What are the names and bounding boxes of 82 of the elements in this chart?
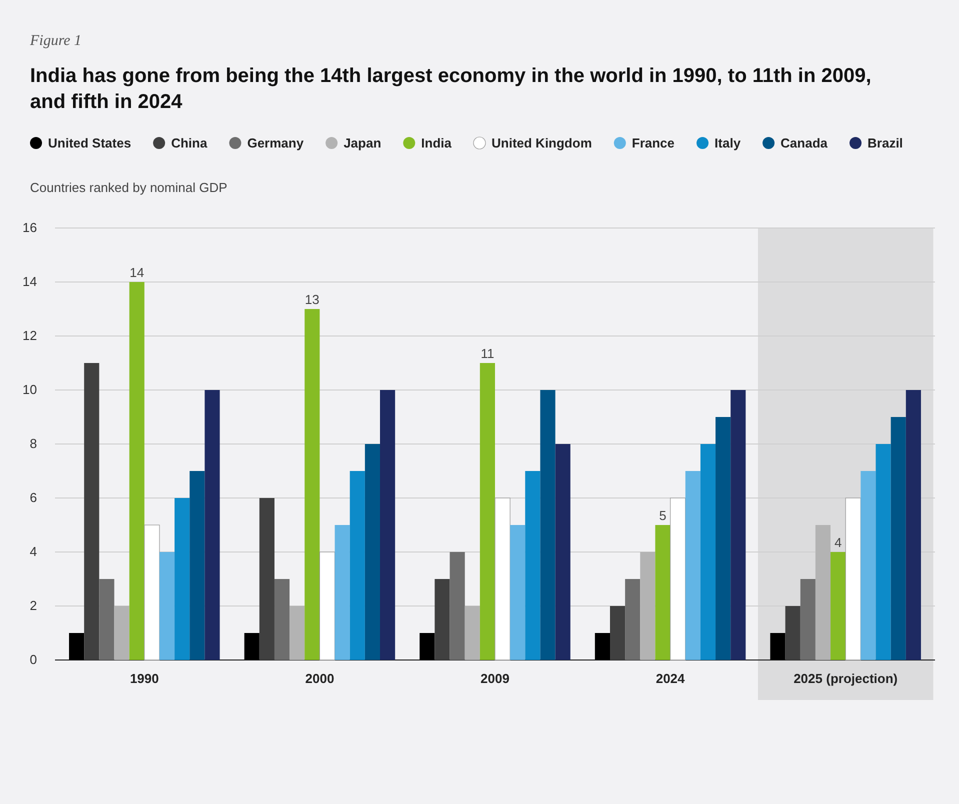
y-tick-label: 14 <box>22 274 37 290</box>
y-tick-label: 12 <box>22 328 37 344</box>
bar <box>350 471 365 660</box>
bar <box>494 498 510 660</box>
caption: Figure 1 <box>29 33 82 49</box>
bar <box>174 498 190 660</box>
data-label: 4 <box>834 535 842 550</box>
bar <box>700 444 716 660</box>
bar <box>464 606 480 660</box>
y-tick-label: 0 <box>30 652 37 668</box>
bar <box>785 606 800 660</box>
y-tick-label: 2 <box>30 598 37 614</box>
legend-label: Canada <box>780 136 828 150</box>
y-tick-label: 4 <box>30 544 37 560</box>
legend-label: India <box>421 136 452 150</box>
bar <box>334 525 350 660</box>
bar <box>640 552 656 660</box>
bar <box>716 417 731 660</box>
bar <box>190 471 205 660</box>
y-tick-label: 10 <box>22 382 37 398</box>
bar <box>144 524 160 660</box>
bar <box>304 309 320 660</box>
bar <box>540 390 556 660</box>
bar <box>420 633 435 660</box>
bar <box>685 471 700 660</box>
legend-label: Japan <box>344 136 382 150</box>
y-tick-label: 16 <box>22 220 37 236</box>
bar <box>770 633 786 660</box>
bar <box>159 552 175 660</box>
bar <box>259 498 274 660</box>
bar <box>815 525 831 660</box>
bar <box>655 525 670 660</box>
bar <box>610 606 626 660</box>
x-tick-label: 2000 <box>305 671 334 686</box>
bar <box>434 579 450 660</box>
bar <box>860 471 876 660</box>
data-label: 13 <box>304 292 320 307</box>
bar <box>594 633 610 660</box>
data-label: 14 <box>130 265 144 280</box>
y-tick-label: 6 <box>30 490 37 506</box>
bar <box>800 579 816 660</box>
data-label: 5 <box>659 508 666 523</box>
bar <box>906 390 921 660</box>
bar <box>510 525 526 660</box>
bar <box>84 363 100 660</box>
x-tick-label: 2024 <box>656 671 686 686</box>
bar <box>114 606 130 660</box>
bar <box>364 444 380 660</box>
bar <box>129 282 144 660</box>
legend-label: Brazil <box>868 136 903 150</box>
x-tick-label: 1990 <box>130 671 159 686</box>
bar <box>380 390 396 660</box>
bar <box>830 552 846 660</box>
legend-label: United Kingdom <box>492 136 592 150</box>
legend-label: Germany <box>247 136 304 150</box>
x-tick-label: 2009 <box>480 671 510 686</box>
y-axis-title: Countries ranked by nominal GDP <box>30 180 228 195</box>
bar <box>274 579 290 660</box>
bar <box>290 606 305 660</box>
legend-label: United States <box>48 136 132 150</box>
bar <box>69 633 84 660</box>
x-tick-label: 2025 (projection) <box>794 671 898 686</box>
legend-label: Italy <box>714 136 742 150</box>
bar <box>670 498 686 660</box>
bar <box>204 390 220 660</box>
bar <box>244 633 260 660</box>
bar <box>450 552 465 660</box>
bar <box>319 552 336 660</box>
bar <box>480 363 495 660</box>
legend-label: France <box>632 136 675 150</box>
bar <box>625 579 640 660</box>
bar <box>845 498 861 660</box>
bar <box>99 579 114 660</box>
y-tick-label: 8 <box>30 436 37 452</box>
chart-title: India has gone from being the 14th largest economy in the world in 1990, to 11th in 2009, and fifth in 2024 <box>30 65 872 113</box>
bar <box>730 390 746 660</box>
legend-label: China <box>171 136 208 150</box>
bar <box>525 471 540 660</box>
data-label: 11 <box>480 346 494 361</box>
bar <box>555 444 570 660</box>
bar <box>876 444 891 660</box>
bar <box>890 417 906 660</box>
